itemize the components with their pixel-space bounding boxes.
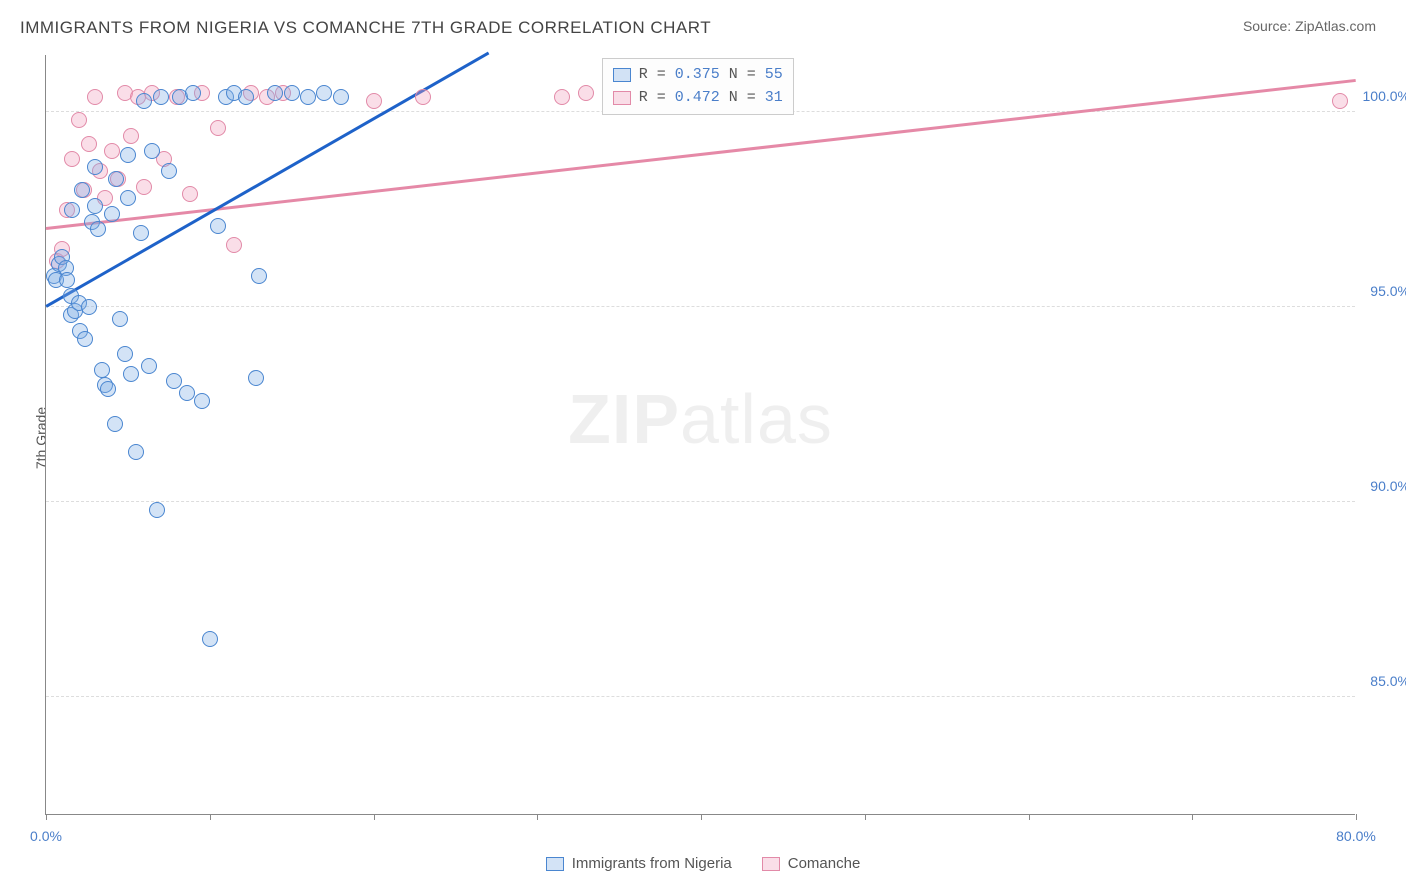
- point-series-a: [59, 272, 75, 288]
- chart-title: IMMIGRANTS FROM NIGERIA VS COMANCHE 7TH …: [20, 18, 711, 38]
- point-series-a: [64, 202, 80, 218]
- legend-row: R = 0.472 N = 31: [613, 87, 783, 110]
- point-series-a: [248, 370, 264, 386]
- x-tick: [1356, 814, 1357, 820]
- y-tick-label: 95.0%: [1370, 283, 1406, 299]
- point-series-a: [210, 218, 226, 234]
- x-tick: [1192, 814, 1193, 820]
- point-series-a: [120, 147, 136, 163]
- gridline: [46, 501, 1355, 502]
- point-series-a: [238, 89, 254, 105]
- point-series-a: [185, 85, 201, 101]
- gridline: [46, 306, 1355, 307]
- point-series-b: [1332, 93, 1348, 109]
- point-series-b: [136, 179, 152, 195]
- point-series-b: [210, 120, 226, 136]
- point-series-a: [81, 299, 97, 315]
- x-tick: [1029, 814, 1030, 820]
- x-tick: [374, 814, 375, 820]
- x-tick: [210, 814, 211, 820]
- point-series-b: [578, 85, 594, 101]
- x-tick: [537, 814, 538, 820]
- point-series-a: [133, 225, 149, 241]
- scatter-chart: ZIPatlas 85.0%90.0%95.0%100.0%0.0%80.0%: [45, 55, 1355, 815]
- point-series-a: [74, 182, 90, 198]
- y-tick-label: 90.0%: [1370, 478, 1406, 494]
- point-series-a: [166, 373, 182, 389]
- point-series-a: [94, 362, 110, 378]
- point-series-b: [64, 151, 80, 167]
- legend-swatch: [613, 91, 631, 105]
- x-tick: [46, 814, 47, 820]
- point-series-b: [104, 143, 120, 159]
- point-series-b: [366, 93, 382, 109]
- point-series-a: [141, 358, 157, 374]
- point-series-a: [77, 331, 93, 347]
- point-series-a: [90, 221, 106, 237]
- point-series-b: [226, 237, 242, 253]
- point-series-a: [108, 171, 124, 187]
- point-series-a: [202, 631, 218, 647]
- point-series-a: [194, 393, 210, 409]
- point-series-b: [415, 89, 431, 105]
- x-tick: [701, 814, 702, 820]
- point-series-a: [117, 346, 133, 362]
- point-series-a: [144, 143, 160, 159]
- source-label: Source: ZipAtlas.com: [1243, 18, 1376, 34]
- point-series-a: [120, 190, 136, 206]
- point-series-a: [251, 268, 267, 284]
- watermark: ZIPatlas: [568, 379, 833, 459]
- point-series-b: [71, 112, 87, 128]
- point-series-a: [267, 85, 283, 101]
- point-series-a: [300, 89, 316, 105]
- point-series-a: [87, 198, 103, 214]
- point-series-a: [316, 85, 332, 101]
- x-tick: [865, 814, 866, 820]
- legend-label: Immigrants from Nigeria: [572, 855, 732, 872]
- point-series-a: [161, 163, 177, 179]
- legend-swatch: [613, 68, 631, 82]
- gridline: [46, 696, 1355, 697]
- point-series-a: [104, 206, 120, 222]
- point-series-a: [284, 85, 300, 101]
- point-series-a: [123, 366, 139, 382]
- correlation-legend: R = 0.375 N = 55R = 0.472 N = 31: [602, 58, 794, 115]
- point-series-a: [179, 385, 195, 401]
- point-series-b: [182, 186, 198, 202]
- legend-item: Immigrants from Nigeria: [546, 855, 732, 872]
- legend-text: R = 0.472 N = 31: [639, 87, 783, 110]
- point-series-b: [81, 136, 97, 152]
- point-series-b: [87, 89, 103, 105]
- point-series-a: [100, 381, 116, 397]
- point-series-a: [87, 159, 103, 175]
- point-series-b: [554, 89, 570, 105]
- x-tick-label: 80.0%: [1336, 828, 1376, 844]
- legend-text: R = 0.375 N = 55: [639, 64, 783, 87]
- point-series-a: [136, 93, 152, 109]
- point-series-a: [153, 89, 169, 105]
- legend-item: Comanche: [762, 855, 861, 872]
- legend-label: Comanche: [788, 855, 861, 872]
- legend-swatch: [762, 857, 780, 871]
- legend-swatch: [546, 857, 564, 871]
- point-series-b: [123, 128, 139, 144]
- legend-row: R = 0.375 N = 55: [613, 64, 783, 87]
- point-series-a: [128, 444, 144, 460]
- y-tick-label: 100.0%: [1363, 88, 1406, 104]
- y-tick-label: 85.0%: [1370, 673, 1406, 689]
- point-series-a: [112, 311, 128, 327]
- legend-bottom: Immigrants from Nigeria Comanche: [0, 855, 1406, 872]
- point-series-a: [333, 89, 349, 105]
- point-series-a: [107, 416, 123, 432]
- point-series-a: [149, 502, 165, 518]
- x-tick-label: 0.0%: [30, 828, 62, 844]
